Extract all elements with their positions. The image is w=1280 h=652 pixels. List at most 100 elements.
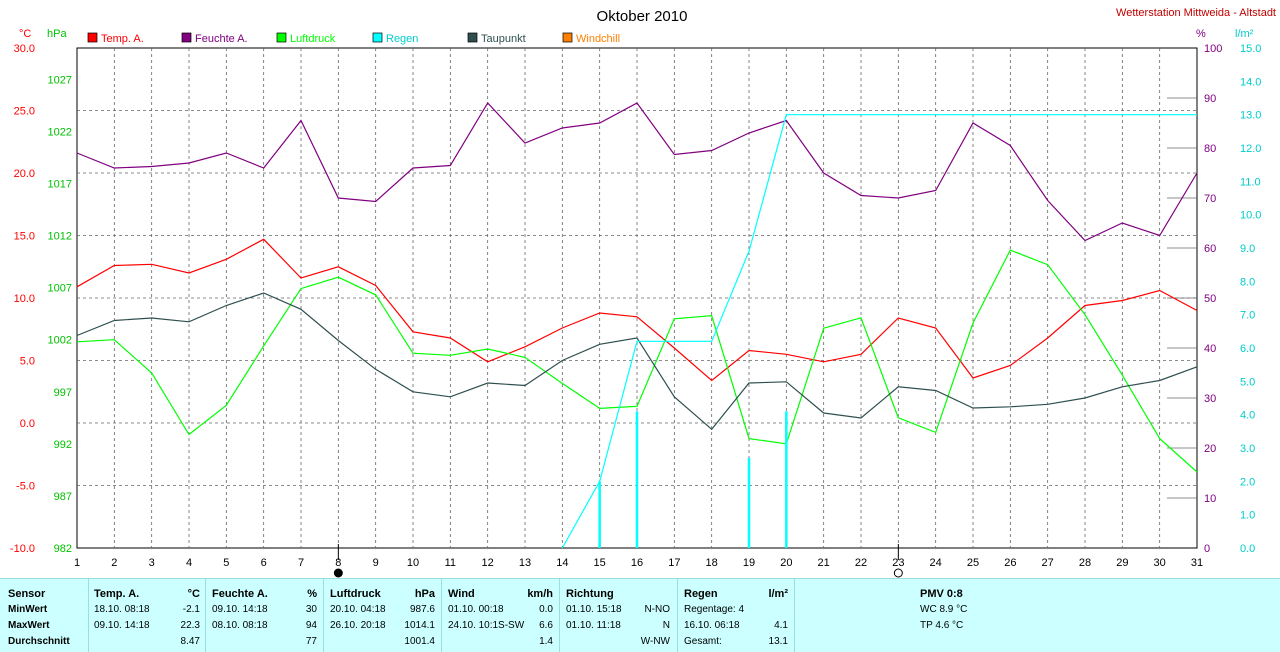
rain-tick-label: 8.0 — [1240, 276, 1255, 288]
x-tick-label: 20 — [780, 557, 792, 569]
x-tick-label: 22 — [855, 557, 867, 569]
direction-min-date: 01.10. 15:18 — [566, 604, 622, 615]
x-tick-label: 28 — [1079, 557, 1091, 569]
x-tick-label: 19 — [743, 557, 755, 569]
series-layer — [76, 102, 1198, 549]
humidity-min-value: 30 — [305, 604, 317, 615]
wind-min-date: 01.10. 00:18 — [448, 604, 504, 615]
wind-min-value: 0.0 — [539, 604, 553, 615]
x-tick-label: 10 — [407, 557, 419, 569]
temp-tick-label: 0.0 — [20, 418, 35, 430]
legend: Temp. A. Feuchte A. Luftdruck Regen Taupunkt… — [87, 32, 620, 45]
x-tick-label: 17 — [668, 557, 680, 569]
legend-label: Regen — [386, 33, 418, 45]
humidity-tick-label: 70 — [1204, 193, 1216, 205]
pressure-tick-label: 1002 — [48, 335, 72, 347]
windchill-value: WC 8.9 °C — [920, 604, 968, 615]
series-line-feuchte-a- — [76, 102, 1198, 242]
pressure-header: Luftdruck — [330, 588, 381, 600]
x-tick-label: 4 — [186, 557, 192, 569]
direction-header: Richtung — [566, 588, 614, 600]
direction-min-value: N-NO — [644, 604, 670, 615]
legend-swatch — [372, 32, 383, 43]
rain-tick-label: 12.0 — [1240, 143, 1261, 155]
x-tick-label: 2 — [111, 557, 117, 569]
pressure-tick-label: 1012 — [48, 231, 72, 243]
wind-avg-value: 1.4 — [539, 636, 553, 647]
column-divider — [677, 579, 678, 652]
pressure-tick-label: 987 — [54, 491, 72, 503]
temp-tick-label: 20.0 — [14, 168, 35, 180]
row-label-max: MaxWert — [8, 620, 50, 631]
x-tick-label: 21 — [818, 557, 830, 569]
series-line-taupunkt — [76, 292, 1198, 431]
rain-tick-label: 7.0 — [1240, 310, 1255, 322]
temp-tick-label: 30.0 — [14, 43, 35, 55]
temp-tick-label: 10.0 — [14, 293, 35, 305]
x-tick-label: 13 — [519, 557, 531, 569]
rain-tick-label: 6.0 — [1240, 343, 1255, 355]
pressure-tick-label: 992 — [54, 439, 72, 451]
pressure-min-date: 20.10. 04:18 — [330, 604, 386, 615]
rain-tick-label: 5.0 — [1240, 376, 1255, 388]
temp-tick-label: 25.0 — [14, 106, 35, 118]
temp-avg-value: 8.47 — [180, 636, 200, 647]
humidity-column: Feuchte A. % 09.10. 14:18 30 08.10. 08:1… — [212, 579, 317, 652]
temp-unit: °C — [187, 588, 200, 600]
pmv-column: PMV 0:8 WC 8.9 °C TP 4.6 °C — [795, 579, 1095, 652]
pressure-min-value: 987.6 — [409, 604, 435, 615]
rain-days: Regentage: 4 — [684, 604, 745, 615]
station-label: Wetterstation Mittweida - Altstadt — [1116, 7, 1276, 19]
wind-max-value: 6.6 — [539, 620, 553, 631]
x-tick-label: 18 — [706, 557, 718, 569]
rain-tick-label: 0.0 — [1240, 543, 1255, 555]
humidity-tick-label: 30 — [1204, 393, 1216, 405]
pressure-avg-value: 1001.4 — [404, 636, 435, 647]
legend-swatch — [87, 32, 98, 43]
temp-tick-label: 15.0 — [14, 231, 35, 243]
column-divider — [794, 579, 795, 652]
rain-max-date: 16.10. 06:18 — [684, 620, 740, 631]
x-tick-label: 23 — [892, 557, 904, 569]
pressure-tick-label: 1017 — [48, 178, 72, 190]
humidity-header: Feuchte A. — [212, 588, 268, 600]
legend-swatch — [276, 32, 287, 43]
temp-min-value: -2.1 — [182, 604, 200, 615]
rain-total-value: 13.1 — [768, 636, 788, 647]
x-tick-label: 27 — [1042, 557, 1054, 569]
humidity-tick-label: 20 — [1204, 443, 1216, 455]
rain-total-label: Gesamt: — [684, 636, 722, 647]
column-divider — [323, 579, 324, 652]
grid — [76, 47, 1198, 549]
moon-markers — [333, 544, 903, 578]
unit-celsius: °C — [19, 28, 31, 40]
direction-column: Richtung 01.10. 15:18 N-NO 01.10. 11:18 … — [566, 579, 670, 652]
legend-label: Taupunkt — [481, 33, 526, 45]
column-divider — [559, 579, 560, 652]
rain-header: Regen — [684, 588, 718, 600]
rain-max-value: 4.1 — [774, 620, 788, 631]
x-tick-label: 16 — [631, 557, 643, 569]
unit-percent: % — [1196, 28, 1206, 40]
x-tick-label: 31 — [1191, 557, 1203, 569]
rain-tick-label: 15.0 — [1240, 43, 1261, 55]
rain-unit: l/m² — [768, 588, 788, 600]
chart-title: Oktober 2010 — [597, 8, 688, 25]
unit-rain: l/m² — [1235, 28, 1254, 40]
direction-avg-value: W-NW — [640, 636, 670, 647]
wind-header: Wind — [448, 588, 475, 600]
humidity-tick-label: 90 — [1204, 93, 1216, 105]
humidity-tick-label: 60 — [1204, 243, 1216, 255]
humidity-max-value: 94 — [305, 620, 317, 631]
legend-label: Luftdruck — [290, 33, 336, 45]
x-tick-label: 3 — [149, 557, 155, 569]
temp-max-value: 22.3 — [180, 620, 200, 631]
temp-tick-label: -10.0 — [10, 543, 35, 555]
rain-tick-label: 2.0 — [1240, 476, 1255, 488]
temp-tick-label: -5.0 — [16, 481, 35, 493]
humidity-tick-label: 10 — [1204, 493, 1216, 505]
x-tick-label: 29 — [1116, 557, 1128, 569]
legend-label: Feuchte A. — [195, 33, 248, 45]
column-divider — [205, 579, 206, 652]
series-line-luftdruck — [76, 249, 1198, 473]
